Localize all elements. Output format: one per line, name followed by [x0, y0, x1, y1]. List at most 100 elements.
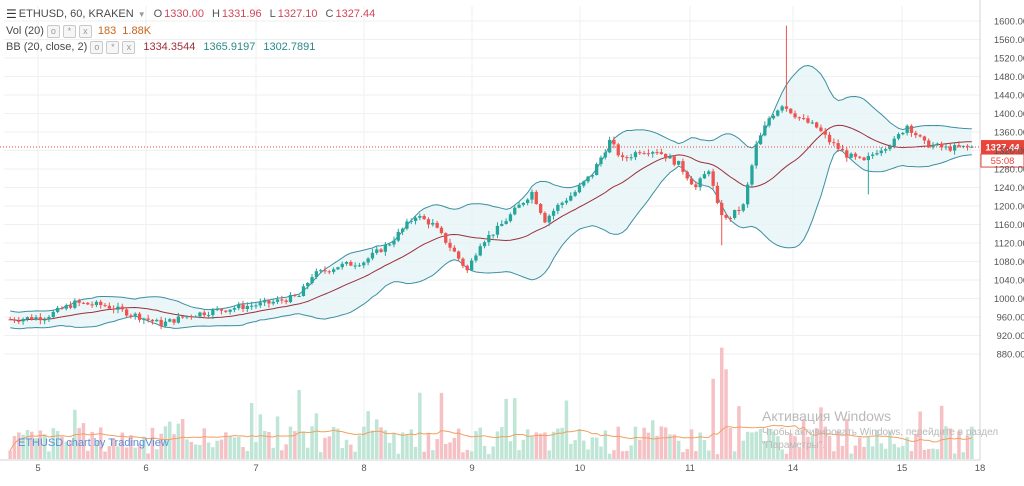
volume-bar [668, 434, 672, 459]
volume-bar [517, 450, 521, 459]
volume-bar [137, 443, 142, 459]
candle-body [797, 117, 801, 119]
volume-bar [310, 426, 314, 459]
visibility-icon[interactable]: o [90, 40, 104, 54]
volume-bar [340, 448, 344, 459]
candle-body [927, 140, 931, 148]
settings-icon[interactable]: * [106, 40, 120, 54]
candle-body [806, 118, 810, 123]
menu-icon[interactable]: ☰ [6, 7, 17, 21]
volume-bar [107, 446, 112, 459]
volume-bar [797, 448, 802, 459]
volume-bar [439, 392, 444, 459]
bb-label[interactable]: BB (20, close, 2) [6, 41, 88, 53]
volume-bar [318, 452, 323, 459]
volume-bar [172, 434, 176, 459]
volume-bar [646, 432, 651, 459]
volume-bar [344, 439, 349, 459]
symbol-label[interactable]: ETHUSD, 60, KRAKEN [18, 8, 134, 20]
settings-icon[interactable]: * [62, 24, 76, 38]
volume-bar [275, 416, 280, 459]
last-price-line: 1327.44 55:08 [0, 140, 1024, 168]
legend-bollinger: BB (20, close, 2) o * x 1334.3544 1365.9… [6, 39, 315, 55]
countdown-label: 55:08 [991, 156, 1015, 167]
candle-body [431, 222, 435, 225]
volume-bar [776, 436, 780, 459]
volume-bar [103, 451, 107, 459]
candle-body [284, 300, 288, 302]
y-tick-label: 1600.00 [994, 17, 1024, 28]
volume-bar [21, 434, 25, 459]
chevron-down-icon[interactable]: ▼ [137, 9, 146, 19]
candle-body [17, 320, 21, 322]
close-icon[interactable]: x [122, 40, 136, 54]
axes: 1600.00 1560.00 1520.00 1480.00 1440.00 1400.… [0, 0, 1024, 474]
candle-body [672, 156, 676, 165]
candle-body [866, 156, 870, 161]
candle-body [491, 234, 495, 236]
candle-body [646, 153, 651, 155]
candle-body [556, 204, 560, 211]
candle-body [8, 319, 12, 321]
volume-bar [870, 446, 875, 459]
volume-bar [241, 447, 245, 459]
candle-body [413, 217, 418, 221]
candle-body [482, 242, 487, 247]
volume-bar [883, 448, 888, 459]
volume-bar [801, 419, 806, 459]
volume-bar [228, 436, 232, 459]
candle-body [189, 316, 193, 318]
volume-bar [827, 435, 832, 459]
volume-bar [314, 413, 319, 459]
candle-body [500, 224, 504, 226]
volume-bar [336, 428, 340, 459]
volume-bar [534, 432, 539, 459]
candles[interactable] [8, 25, 974, 330]
volume-bar [387, 442, 392, 459]
visibility-icon[interactable]: o [46, 24, 60, 38]
volume-bar [620, 451, 625, 459]
y-tick-label: 1280.00 [994, 165, 1024, 176]
volume-bar [939, 405, 944, 459]
candle-body [849, 153, 853, 158]
candle-body [789, 108, 793, 114]
candle-body [620, 155, 625, 158]
volume-bar [849, 453, 853, 459]
candle-body [241, 304, 245, 309]
candle-body [396, 231, 400, 241]
candle-body [375, 249, 379, 253]
volume-bar [858, 437, 862, 459]
volume-bar [12, 436, 17, 459]
volume-bar [426, 433, 431, 459]
candle-body [664, 153, 668, 159]
volume-bar [737, 406, 741, 459]
volume-bar [211, 447, 215, 459]
candle-body [931, 144, 935, 148]
volume-bar [586, 449, 590, 459]
candle-body [34, 317, 38, 320]
tradingview-watermark[interactable]: ETHUSD chart by TradingView [18, 437, 169, 449]
candle-body [970, 146, 974, 148]
volume-bar [111, 438, 116, 459]
candle-body [310, 277, 314, 283]
candle-body [137, 313, 142, 320]
y-tick-label: 1440.00 [994, 91, 1024, 102]
close-icon[interactable]: x [78, 24, 92, 38]
candle-body [853, 153, 858, 157]
y-tick-label: 1120.00 [994, 239, 1024, 250]
volume-bar [603, 430, 608, 459]
volume-bar [465, 449, 470, 459]
candle-body [961, 145, 965, 147]
y-tick-label: 1520.00 [994, 54, 1024, 65]
volume-bar [129, 435, 133, 459]
candle-body [668, 156, 672, 159]
volume-label[interactable]: Vol (20) [6, 25, 44, 37]
candle-body [724, 215, 728, 218]
volume-bar [513, 398, 517, 459]
candle-body [543, 212, 547, 223]
high-key: H [211, 8, 220, 20]
volume-bar [577, 429, 582, 459]
volume-bar [155, 449, 159, 459]
